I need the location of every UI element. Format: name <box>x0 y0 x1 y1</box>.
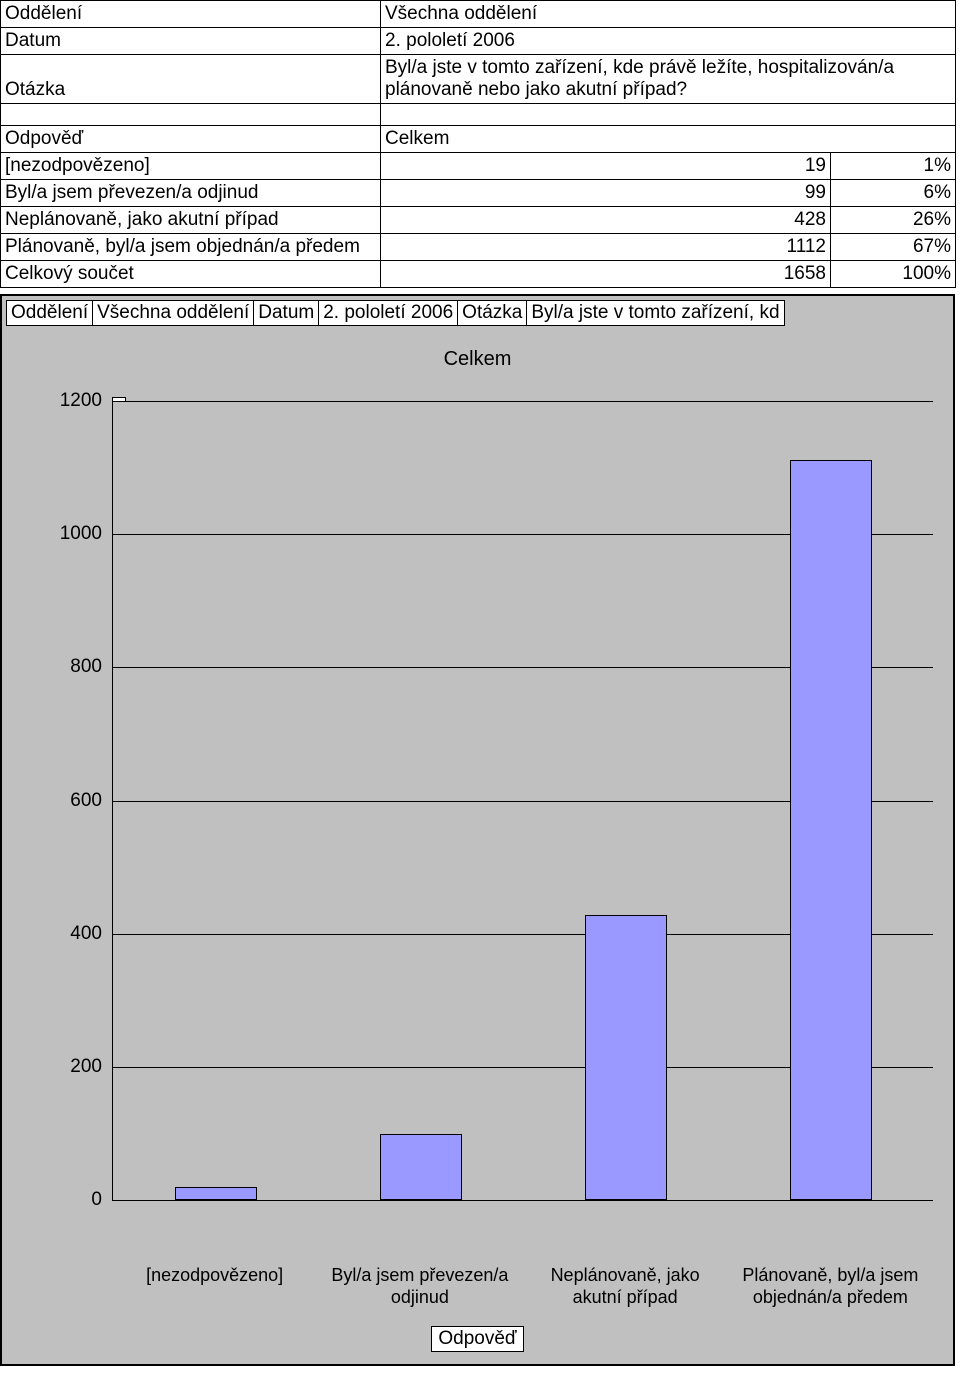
header-label: Oddělení <box>1 1 381 28</box>
table-row: Celkový součet1658100% <box>1 261 956 288</box>
chart-axis-title: Odpověď <box>431 1326 523 1352</box>
topbar-cell: 2. pololetí 2006 <box>318 300 458 326</box>
header-label: Datum <box>1 28 381 55</box>
data-header-row: Odpověď Celkem <box>1 126 956 153</box>
pct-cell: 26% <box>831 207 956 234</box>
table-row: Neplánovaně, jako akutní případ42826% <box>1 207 956 234</box>
header-row: Datum 2. pololetí 2006 <box>1 28 956 55</box>
chart-bar <box>790 460 872 1200</box>
chart-x-tick-label: Plánovaně, byl/a jsem objednán/a předem <box>728 1261 933 1308</box>
header-label: Otázka <box>1 55 381 104</box>
pct-cell: 1% <box>831 153 956 180</box>
chart-y-tick-label: 1000 <box>2 523 102 545</box>
count-cell: 1112 <box>381 234 831 261</box>
chart-y-tick-label: 400 <box>2 923 102 945</box>
count-cell: 428 <box>381 207 831 234</box>
header-row: Oddělení Všechna oddělení <box>1 1 956 28</box>
topbar-cell: Datum <box>253 300 319 326</box>
chart-plot-zone: 0 200 400 600 800 1000 1200 <box>2 381 953 1261</box>
data-table: Odpověď Celkem [nezodpovězeno]191%Byl/a … <box>0 125 956 288</box>
count-cell: 99 <box>381 180 831 207</box>
chart-y-tick-label: 1200 <box>2 390 102 412</box>
topbar-cell: Oddělení <box>6 300 93 326</box>
pct-cell: 67% <box>831 234 956 261</box>
count-cell: 19 <box>381 153 831 180</box>
chart-x-tick-label: Neplánovaně, jako akutní případ <box>523 1261 728 1308</box>
chart-container: OdděleníVšechna odděleníDatum2. pololetí… <box>0 294 955 1366</box>
topbar-cell: Otázka <box>457 300 527 326</box>
header-value: 2. pololetí 2006 <box>381 28 956 55</box>
topbar-cell: Byl/a jste v tomto zařízení, kd <box>526 300 784 326</box>
count-cell: 1658 <box>381 261 831 288</box>
chart-x-labels: [nezodpovězeno]Byl/a jsem převezen/a odj… <box>112 1261 933 1308</box>
col-header-total: Celkem <box>381 126 956 153</box>
table-row: Plánovaně, byl/a jsem objednán/a předem1… <box>1 234 956 261</box>
chart-y-tick-label: 600 <box>2 790 102 812</box>
chart-plot-area <box>112 401 933 1201</box>
chart-x-tick-label: Byl/a jsem převezen/a odjinud <box>317 1261 522 1308</box>
chart-bar <box>175 1187 257 1200</box>
header-value: Všechna oddělení <box>381 1 956 28</box>
answer-cell: Byl/a jsem převezen/a odjinud <box>1 180 381 207</box>
col-header-answer: Odpověď <box>1 126 381 153</box>
answer-cell: Celkový součet <box>1 261 381 288</box>
chart-topbar: OdděleníVšechna odděleníDatum2. pololetí… <box>2 296 953 326</box>
table-row: Byl/a jsem převezen/a odjinud996% <box>1 180 956 207</box>
chart-y-tick-label: 800 <box>2 656 102 678</box>
chart-y-tick-label: 0 <box>2 1189 102 1211</box>
answer-cell: Plánovaně, byl/a jsem objednán/a předem <box>1 234 381 261</box>
answer-cell: Neplánovaně, jako akutní případ <box>1 207 381 234</box>
chart-axis-title-wrap: Odpověď <box>2 1308 953 1364</box>
chart-y-tick-label: 200 <box>2 1056 102 1078</box>
header-row: Otázka Byl/a jste v tomto zařízení, kde … <box>1 55 956 104</box>
header-value: Byl/a jste v tomto zařízení, kde právě l… <box>381 55 956 104</box>
pct-cell: 6% <box>831 180 956 207</box>
chart-bar <box>585 915 667 1200</box>
spacer-row <box>1 104 956 126</box>
chart-x-tick-label: [nezodpovězeno] <box>112 1261 317 1308</box>
pct-cell: 100% <box>831 261 956 288</box>
chart-bar <box>380 1134 462 1200</box>
chart-gridline <box>113 401 933 402</box>
header-table: Oddělení Všechna oddělení Datum 2. polol… <box>0 0 956 126</box>
answer-cell: [nezodpovězeno] <box>1 153 381 180</box>
chart-title: Celkem <box>2 326 953 381</box>
topbar-cell: Všechna oddělení <box>92 300 254 326</box>
table-row: [nezodpovězeno]191% <box>1 153 956 180</box>
